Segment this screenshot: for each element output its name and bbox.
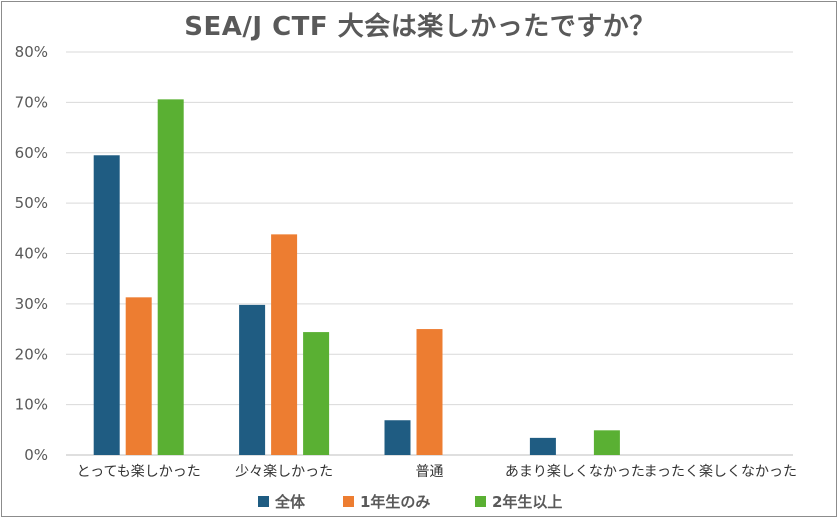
legend-label: 1年生のみ	[360, 493, 430, 511]
y-tick-label: 50%	[15, 194, 48, 212]
legend-label: 2年生以上	[492, 493, 562, 511]
x-category-label: とっても楽しかった	[77, 464, 201, 480]
chart-title: SEA/J CTF 大会は楽しかったですか？	[184, 12, 656, 42]
legend: 全体 1年生のみ 2年生以上	[258, 493, 562, 511]
y-tick-label: 10%	[15, 396, 48, 414]
bar-1-4	[529, 437, 556, 455]
legend-swatch	[475, 496, 486, 507]
y-tick-label: 30%	[15, 295, 48, 313]
y-tick-label: 70%	[15, 93, 48, 111]
bar-3-2	[303, 332, 330, 455]
y-axis-ticks: 0% 10% 20% 30% 40% 50% 60% 70% 80%	[15, 43, 48, 464]
y-tick-label: 80%	[15, 43, 48, 61]
legend-label: 全体	[274, 493, 306, 511]
bar-3-4	[593, 430, 620, 455]
y-tick-label: 20%	[15, 345, 48, 363]
legend-swatch	[258, 496, 269, 507]
x-category-label: あまり楽しくなかった	[505, 464, 645, 480]
bar-1-1	[93, 155, 120, 456]
bar-1-2	[239, 304, 266, 455]
bar-2-1	[125, 297, 152, 455]
y-tick-label: 60%	[15, 144, 48, 162]
y-tick-label: 40%	[15, 245, 48, 263]
x-category-label: まったく楽しくなかった	[644, 464, 797, 480]
x-category-label: 少々楽しかった	[235, 464, 333, 480]
bar-3-1	[157, 99, 184, 455]
bars	[93, 99, 620, 456]
bar-2-2	[271, 234, 298, 455]
bar-1-3	[384, 420, 411, 455]
bar-2-3	[416, 329, 443, 455]
x-category-label: 普通	[416, 464, 444, 480]
y-tick-label: 0%	[24, 446, 48, 464]
legend-swatch	[343, 496, 354, 507]
